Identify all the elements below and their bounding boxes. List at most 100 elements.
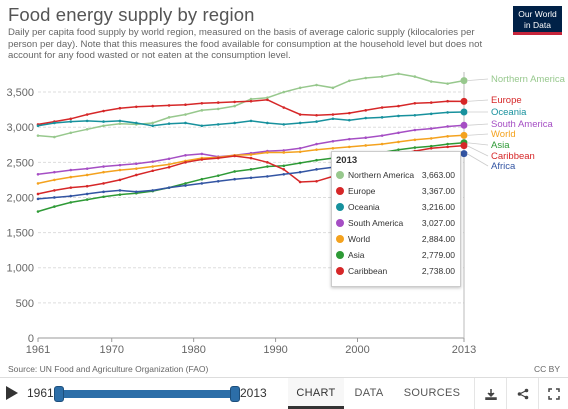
share-button[interactable]	[506, 378, 538, 409]
data-point	[397, 148, 400, 151]
license-note[interactable]: CC BY	[534, 364, 560, 374]
x-tick-label: 1990	[263, 344, 287, 356]
data-point	[429, 146, 433, 150]
timeline-start-handle[interactable]	[54, 386, 64, 402]
data-point	[118, 178, 122, 182]
data-point	[184, 103, 187, 107]
series-end-label: South America	[491, 119, 553, 130]
label-connector	[466, 153, 489, 167]
data-point	[36, 210, 40, 213]
data-point	[266, 175, 269, 178]
hover-tooltip: 2013 Northern America 3,663.00 Europe 3,…	[331, 151, 461, 287]
data-point	[446, 82, 449, 85]
play-icon[interactable]	[6, 386, 18, 400]
share-icon	[517, 388, 528, 399]
data-point	[380, 106, 384, 109]
legend-dot	[336, 203, 344, 211]
data-point	[36, 197, 40, 201]
data-point	[348, 137, 351, 141]
x-tick-label: 1970	[99, 344, 123, 356]
data-point	[397, 131, 400, 135]
data-point	[413, 146, 417, 149]
label-connector	[466, 142, 489, 146]
y-tick-label: 0	[28, 333, 34, 345]
label-connector	[466, 99, 489, 102]
data-point	[85, 198, 89, 201]
tooltip-row: Caribbean 2,738.00	[336, 264, 458, 280]
data-point	[102, 124, 105, 128]
data-point	[167, 186, 171, 189]
data-point	[200, 124, 204, 128]
data-point	[85, 119, 89, 123]
x-tick-label: 1961	[26, 344, 50, 356]
tooltip-series-name: Europe	[348, 186, 376, 196]
data-point	[413, 113, 417, 117]
timeline-slider[interactable]	[58, 390, 236, 398]
data-point	[53, 170, 56, 174]
data-point	[184, 182, 187, 185]
tooltip-series-value: 3,027.00	[421, 218, 455, 228]
label-connector	[466, 78, 489, 81]
data-point	[135, 190, 138, 194]
tab-data[interactable]: DATA	[354, 387, 384, 399]
data-point	[216, 123, 220, 126]
tab-chart[interactable]: CHART	[288, 378, 344, 409]
timeline-end-handle[interactable]	[230, 386, 240, 402]
data-point	[364, 76, 367, 80]
data-point	[331, 113, 335, 116]
data-point	[118, 163, 122, 167]
data-point	[151, 165, 154, 168]
hover-marker	[460, 97, 468, 105]
series-end-label: Northern America	[491, 74, 566, 85]
data-point	[249, 176, 253, 180]
data-point	[315, 113, 318, 117]
y-tick-label: 500	[16, 298, 34, 310]
data-point	[233, 104, 236, 108]
data-point	[36, 134, 40, 137]
tab-sources[interactable]: SOURCES	[403, 387, 461, 399]
data-point	[315, 120, 318, 123]
data-point	[380, 142, 384, 146]
series-end-label: Oceania	[491, 107, 527, 118]
data-point	[266, 151, 269, 154]
data-point	[167, 122, 171, 125]
data-point	[266, 165, 269, 168]
data-point	[216, 107, 220, 111]
tooltip-series-name: Caribbean	[348, 266, 388, 276]
data-point	[102, 165, 105, 168]
data-point	[380, 134, 384, 137]
data-point	[266, 98, 269, 102]
x-tick-label: 2013	[452, 344, 476, 356]
data-point	[216, 179, 220, 183]
data-point	[200, 152, 204, 156]
legend-dot	[336, 171, 344, 179]
data-point	[151, 121, 154, 125]
y-tick-label: 3,500	[6, 87, 34, 99]
owid-logo[interactable]: Our World in Data	[513, 6, 562, 35]
tooltip-series-value: 2,779.00	[421, 250, 455, 260]
series-end-label: Asia	[491, 140, 510, 151]
data-point	[102, 190, 105, 194]
download-button[interactable]	[474, 378, 506, 409]
data-point	[69, 131, 73, 135]
data-point	[69, 117, 73, 121]
data-point	[200, 182, 204, 185]
data-point	[167, 165, 171, 169]
data-point	[233, 121, 236, 125]
tooltip-row	[336, 280, 458, 288]
data-point	[118, 122, 122, 125]
hover-marker	[460, 131, 468, 139]
data-point	[151, 104, 154, 108]
data-point	[397, 72, 400, 76]
data-point	[282, 168, 286, 171]
data-point	[413, 128, 417, 132]
data-point	[348, 145, 351, 149]
data-point	[36, 124, 40, 128]
source-note[interactable]: Source: UN Food and Agriculture Organiza…	[8, 364, 209, 374]
fullscreen-icon	[547, 387, 560, 400]
series-line	[37, 111, 465, 127]
tooltip-row: Oceania 3,216.00	[336, 200, 458, 216]
data-point	[200, 177, 204, 181]
fullscreen-button[interactable]	[538, 378, 568, 409]
tooltip-series-value: 2,738.00	[421, 266, 455, 276]
